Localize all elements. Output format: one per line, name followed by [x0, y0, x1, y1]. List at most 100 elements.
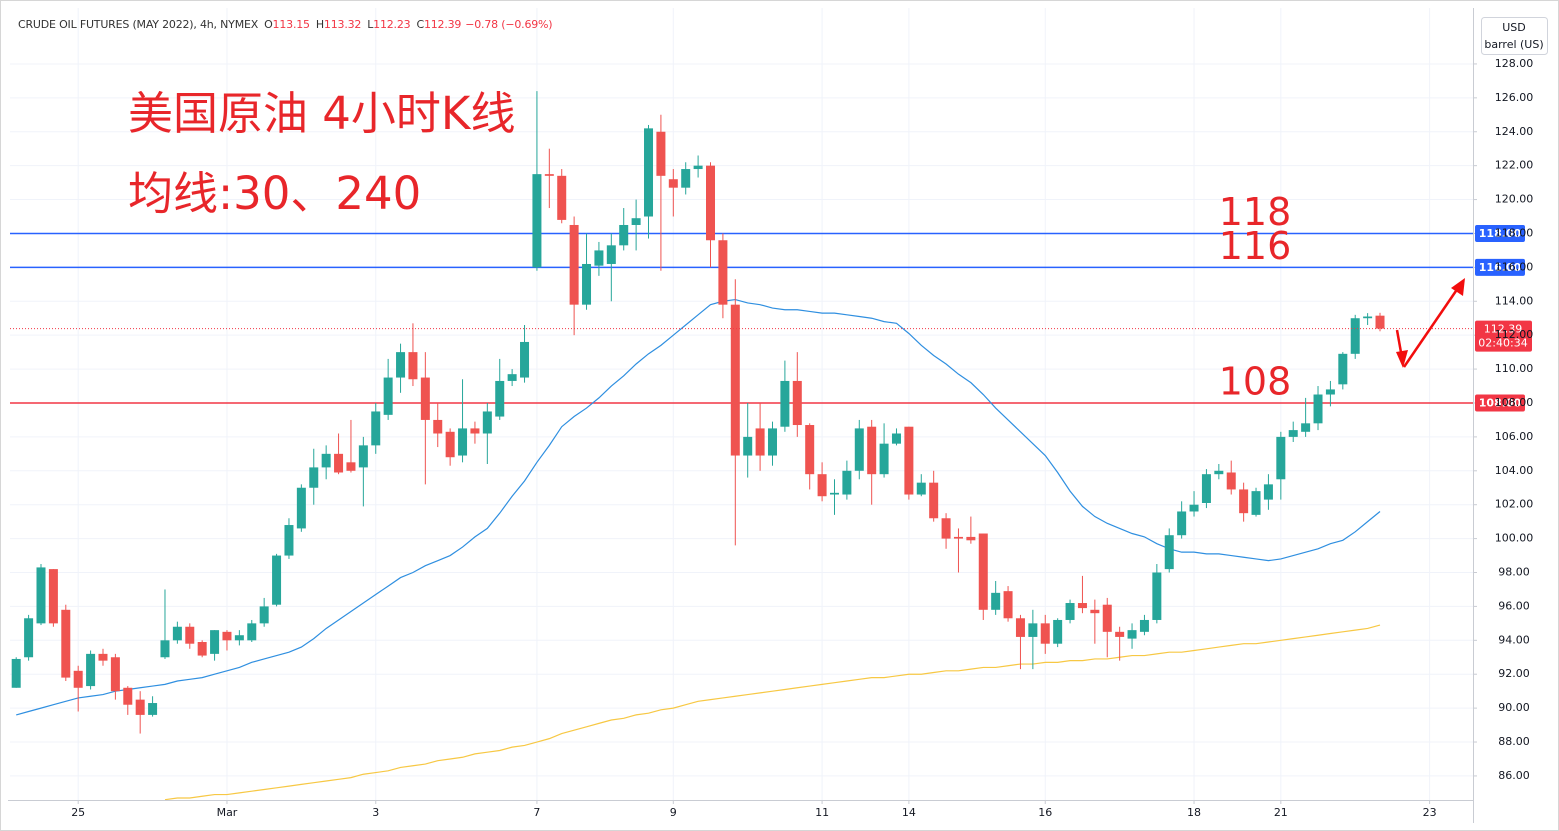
candle-body — [904, 426, 914, 495]
y-tick-label: 102.00 — [1495, 498, 1534, 511]
candle-body — [718, 240, 728, 305]
y-tick-label: 124.00 — [1495, 125, 1534, 138]
candle-body — [631, 218, 641, 225]
candle-body — [1090, 609, 1100, 614]
level-annotation: 108 — [1219, 359, 1292, 403]
countdown-label: 02:40:34 — [1478, 337, 1527, 350]
candle-body — [966, 536, 976, 541]
price-change: −0.78 (−0.69%) — [465, 18, 553, 31]
candle-body — [48, 569, 58, 624]
y-tick-label: 108.00 — [1495, 396, 1534, 409]
candle-body — [594, 250, 604, 266]
candle-body — [693, 165, 703, 170]
ohlc-value: 112.23 — [373, 18, 411, 31]
y-tick-label: 114.00 — [1495, 294, 1534, 307]
candle-body — [1375, 315, 1385, 329]
candle-body — [160, 640, 170, 658]
symbol: CRUDE OIL FUTURES (MAY 2022), 4h, NYMEX — [18, 18, 259, 31]
x-tick-label: 7 — [533, 806, 540, 819]
candle-body — [185, 626, 195, 644]
candle-body — [681, 169, 691, 188]
candle-body — [1363, 316, 1373, 319]
level-tag — [1475, 258, 1525, 276]
candle-body — [247, 623, 257, 641]
candle-body — [495, 380, 505, 417]
candle-body — [321, 453, 331, 468]
y-tick-label: 96.00 — [1498, 599, 1530, 612]
candle-body — [1040, 623, 1050, 644]
grid — [10, 8, 1473, 800]
candle-body — [1164, 535, 1174, 570]
candle-body — [916, 482, 926, 495]
candle-body — [842, 470, 852, 495]
candle-body — [780, 380, 790, 427]
ohlc-key: O — [264, 18, 273, 31]
candle-body — [383, 377, 393, 415]
candle-body — [829, 492, 839, 495]
y-tick-label: 122.00 — [1495, 159, 1534, 172]
arrow-up — [1402, 287, 1460, 368]
candle-body — [86, 653, 96, 687]
y-tick-label: 100.00 — [1495, 532, 1534, 545]
level-annotation: 118 — [1219, 190, 1292, 234]
candle-body — [73, 670, 83, 688]
candle-body — [433, 419, 443, 434]
chart-subtitle: 均线:30、240 — [128, 167, 421, 220]
candle-body — [172, 626, 182, 641]
candle-body — [1325, 389, 1335, 395]
candle-body — [1177, 511, 1187, 536]
x-tick-label: 3 — [372, 806, 379, 819]
y-tick-label: 120.00 — [1495, 193, 1534, 206]
ohlc-key: C — [416, 18, 424, 31]
y-tick-label: 98.00 — [1498, 566, 1530, 579]
candle-body — [408, 352, 418, 380]
arrow-head — [1396, 350, 1408, 368]
candle-body — [1189, 504, 1199, 512]
candle-body — [470, 428, 480, 434]
arrow-head — [1451, 278, 1465, 296]
last-price-tag — [1475, 320, 1532, 352]
unit-box[interactable] — [1481, 17, 1548, 55]
candle-body — [1127, 630, 1137, 639]
candle-body — [1077, 603, 1087, 609]
candle-body — [941, 518, 951, 539]
candle-body — [1003, 591, 1013, 619]
ohlc-key: H — [315, 18, 324, 31]
level-annotation: 116 — [1219, 224, 1292, 268]
candle-body — [1214, 470, 1224, 475]
level-tag-label: 116.00 — [1479, 261, 1522, 274]
legend-header: CRUDE OIL FUTURES (MAY 2022), 4h, NYMEX O… — [18, 18, 553, 31]
candle-body — [98, 653, 108, 661]
y-tick-label: 88.00 — [1498, 735, 1530, 748]
candle-body — [991, 592, 1001, 610]
candle-body — [1313, 394, 1323, 424]
candle-body — [854, 428, 864, 471]
candle-body — [11, 658, 21, 688]
level-tag-label: 118.00 — [1479, 227, 1522, 240]
y-tick-label: 128.00 — [1495, 57, 1534, 70]
candle-body — [569, 224, 579, 305]
candle-body — [879, 443, 889, 475]
candle-body — [755, 428, 765, 456]
y-tick-label: 104.00 — [1495, 464, 1534, 477]
candle-body — [1276, 436, 1286, 480]
level-tag — [1475, 394, 1525, 412]
y-tick-label: 112.00 — [1495, 328, 1534, 341]
x-tick-label: 11 — [815, 806, 829, 819]
candle-body — [1350, 318, 1360, 354]
candle-body — [296, 487, 306, 529]
candle-body — [1015, 618, 1025, 637]
level-tag — [1475, 224, 1525, 242]
candle-body — [420, 377, 430, 420]
y-axis-unit: barrel (US) — [1484, 38, 1543, 51]
y-tick-label: 116.00 — [1495, 260, 1534, 273]
plot — [10, 91, 1473, 800]
candle-body — [210, 630, 220, 654]
candle-body — [396, 352, 406, 378]
candle-body — [272, 555, 282, 605]
ohlc-value: 112.39 — [423, 18, 462, 31]
candle-body — [1102, 604, 1112, 632]
